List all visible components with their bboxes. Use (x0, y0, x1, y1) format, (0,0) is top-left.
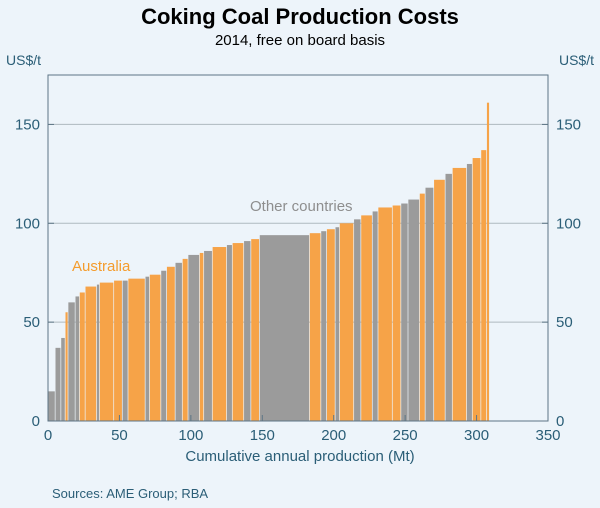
chart-title: Coking Coal Production Costs (141, 4, 459, 29)
svg-text:350: 350 (535, 427, 560, 444)
y-axis-unit-right: US$/t (558, 52, 594, 68)
svg-text:150: 150 (250, 427, 275, 444)
svg-text:300: 300 (464, 427, 489, 444)
chart-subtitle: 2014, free on board basis (214, 32, 386, 49)
sources-note: Sources: AME Group; RBA (52, 486, 209, 501)
svg-text:100: 100 (15, 215, 40, 232)
svg-text:200: 200 (321, 427, 346, 444)
svg-text:150: 150 (15, 116, 40, 133)
annotation-australia: Australia (72, 258, 131, 275)
svg-text:100: 100 (178, 427, 203, 444)
y-axis-unit-left: US$/t (6, 52, 42, 68)
svg-text:0: 0 (556, 413, 564, 430)
svg-text:100: 100 (556, 215, 581, 232)
svg-text:50: 50 (556, 314, 573, 331)
x-axis-label: Cumulative annual production (Mt) (185, 448, 415, 465)
svg-text:50: 50 (111, 427, 128, 444)
svg-text:0: 0 (32, 413, 40, 430)
annotation-other-countries: Other countries (250, 198, 353, 215)
svg-text:150: 150 (556, 116, 581, 133)
svg-text:250: 250 (393, 427, 418, 444)
svg-text:50: 50 (23, 314, 40, 331)
svg-text:0: 0 (44, 427, 52, 444)
